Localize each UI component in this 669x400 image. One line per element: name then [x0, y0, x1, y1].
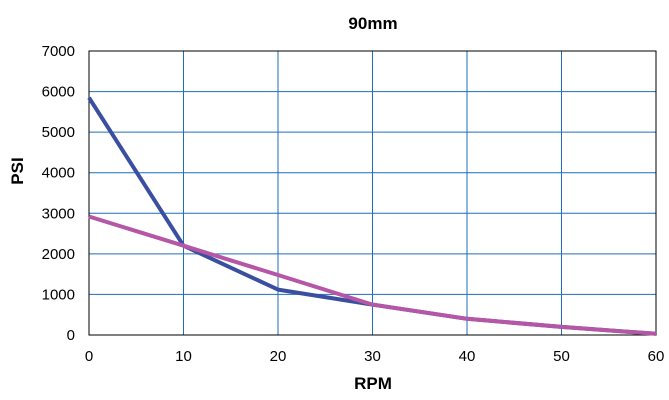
- y-tick-label: 2000: [42, 246, 75, 263]
- y-axis-title: PSI: [8, 157, 27, 184]
- x-tick-label: 50: [553, 348, 570, 365]
- y-tick-label: 0: [67, 327, 75, 344]
- x-tick-label: 30: [364, 348, 381, 365]
- y-tick-label: 6000: [42, 84, 75, 101]
- series-lines: [87, 96, 657, 336]
- y-tick-labels: 0 1000 2000 3000 4000 5000 6000 7000: [42, 43, 75, 344]
- series-line-2: [88, 214, 657, 336]
- x-tick-label: 0: [85, 348, 93, 365]
- x-axis-title: RPM: [354, 374, 392, 393]
- x-tick-label: 40: [459, 348, 476, 365]
- y-tick-label: 3000: [42, 205, 75, 222]
- chart-title: 90mm: [348, 14, 397, 33]
- y-tick-label: 5000: [42, 124, 75, 141]
- plot-frame: [88, 50, 657, 336]
- y-tick-label: 7000: [42, 43, 75, 60]
- y-tick-label: 1000: [42, 286, 75, 303]
- y-tick-label: 4000: [42, 165, 75, 182]
- x-tick-label: 60: [648, 348, 665, 365]
- x-tick-label: 10: [175, 348, 192, 365]
- x-tick-label: 20: [270, 348, 287, 365]
- grid-lines: [89, 51, 656, 335]
- x-tick-labels: 0 10 20 30 40 50 60: [85, 348, 665, 365]
